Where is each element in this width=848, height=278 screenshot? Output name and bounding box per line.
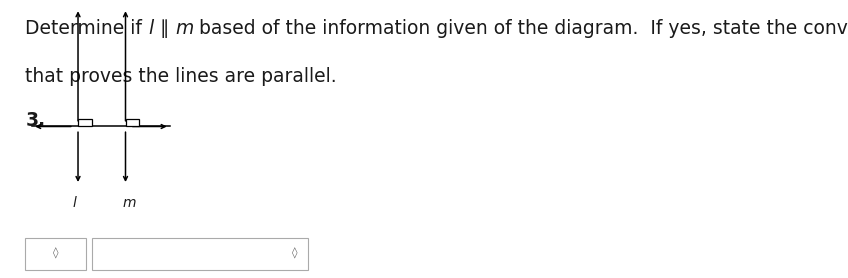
- Text: based of the information given of the diagram.  If yes, state the converse: based of the information given of the di…: [193, 19, 848, 38]
- Bar: [25, 238, 86, 270]
- Text: ◊: ◊: [293, 248, 298, 259]
- Text: ∥: ∥: [153, 19, 175, 38]
- Text: l: l: [148, 19, 153, 38]
- Text: 3.: 3.: [25, 111, 46, 130]
- Text: that proves the lines are parallel.: that proves the lines are parallel.: [25, 67, 337, 86]
- Bar: [92, 238, 308, 270]
- Text: Determine if: Determine if: [25, 19, 148, 38]
- Bar: [78, 119, 92, 126]
- Bar: [126, 119, 139, 126]
- Text: m: m: [175, 19, 193, 38]
- Text: ◊: ◊: [53, 248, 59, 259]
- Text: m: m: [122, 196, 136, 210]
- Text: l: l: [73, 196, 76, 210]
